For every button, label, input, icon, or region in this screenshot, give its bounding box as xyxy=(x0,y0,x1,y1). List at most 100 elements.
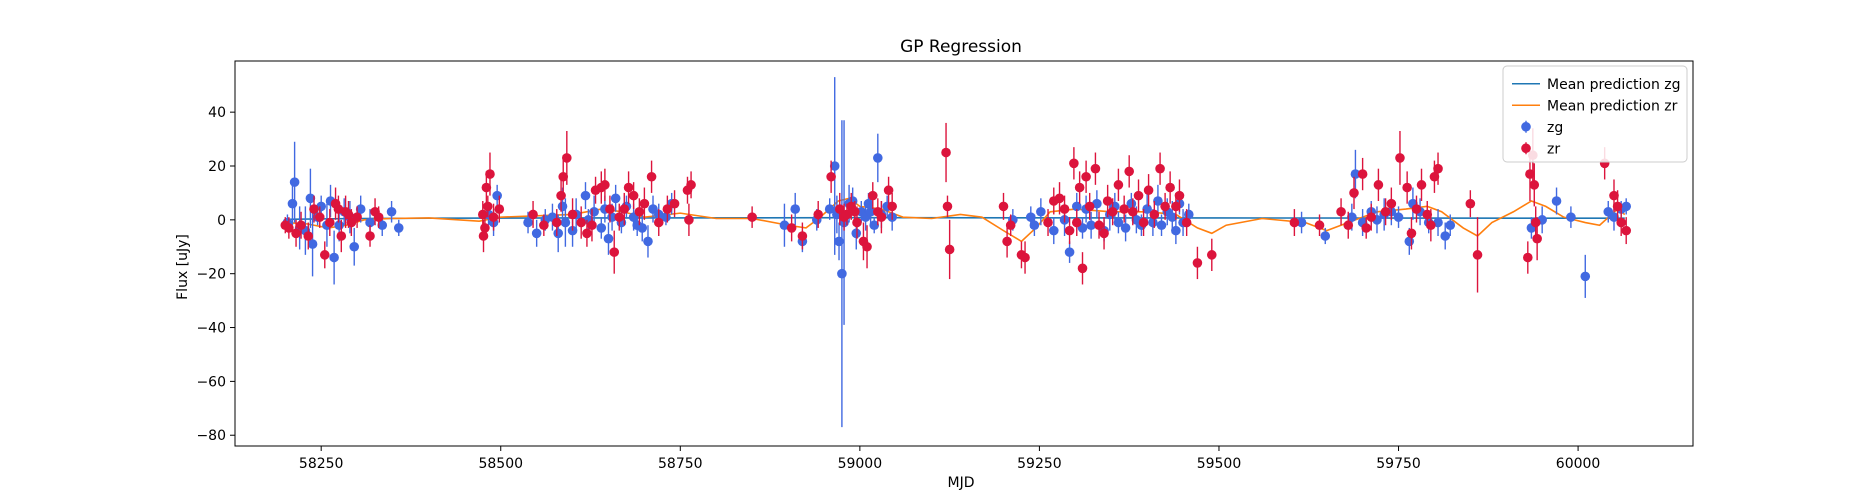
data-point-zr-65 xyxy=(852,217,862,228)
data-point-zg-126 xyxy=(1609,212,1619,222)
data-point-zg-89 xyxy=(1120,223,1131,233)
data-point-zr-28 xyxy=(539,220,549,231)
data-point-zr-145 xyxy=(1621,225,1632,236)
data-point-zg-75 xyxy=(1029,220,1040,231)
y-tick-label-0: 0 xyxy=(217,213,226,229)
data-point-zr-129 xyxy=(1422,209,1433,220)
data-point-zr-19 xyxy=(477,209,488,220)
plot-area xyxy=(280,77,1632,428)
data-point-zr-60 xyxy=(834,204,845,214)
data-point-zr-113 xyxy=(1289,217,1300,228)
chart-title: GP Regression xyxy=(900,37,1022,57)
data-point-zg-12 xyxy=(334,220,344,231)
data-layer xyxy=(280,77,1632,428)
data-point-zg-105 xyxy=(1347,212,1357,222)
data-point-zg-23 xyxy=(492,190,502,201)
data-point-zr-7 xyxy=(319,250,330,260)
y-tick-label--60: −60 xyxy=(196,374,226,390)
data-point-zr-116 xyxy=(1343,220,1354,231)
data-point-zr-3 xyxy=(296,220,306,231)
data-point-zg-123 xyxy=(1566,212,1576,222)
data-point-zg-38 xyxy=(603,233,614,244)
legend: Mean prediction zg Mean prediction zr zg zr xyxy=(1502,65,1688,163)
data-point-zr-77 xyxy=(1002,236,1012,247)
data-point-zg-69 xyxy=(873,153,883,163)
data-point-zr-107 xyxy=(1165,182,1175,193)
data-point-zr-84 xyxy=(1059,204,1070,214)
data-point-zr-1 xyxy=(284,223,294,233)
data-point-zg-102 xyxy=(1184,209,1194,220)
data-point-zr-100 xyxy=(1127,206,1138,217)
data-point-zr-57 xyxy=(797,231,808,241)
data-point-zr-30 xyxy=(556,190,566,201)
data-point-zg-19 xyxy=(386,206,397,217)
data-point-zg-90 xyxy=(1126,198,1137,209)
data-point-zr-133 xyxy=(1465,198,1476,209)
y-tick-label-40: 40 xyxy=(208,105,226,121)
legend-box xyxy=(1502,65,1688,163)
data-point-zg-96 xyxy=(1156,220,1167,231)
legend-marker-3 xyxy=(1521,143,1531,154)
data-point-zg-106 xyxy=(1350,169,1361,179)
data-point-zg-5 xyxy=(305,193,316,204)
x-tick-label-59250: 59250 xyxy=(1017,456,1062,472)
data-point-zr-103 xyxy=(1143,185,1154,196)
data-point-zr-20 xyxy=(478,231,489,241)
data-point-zg-118 xyxy=(1440,231,1451,241)
data-point-zg-16 xyxy=(355,204,366,214)
axes: 58250 58500 58750 59000 59250 59500 59750 60000… xyxy=(196,60,1694,472)
data-point-zr-112 xyxy=(1206,250,1217,260)
data-point-zr-48 xyxy=(646,171,657,182)
data-point-zg-49 xyxy=(661,212,671,222)
data-point-zg-77 xyxy=(1048,225,1059,236)
data-point-zg-46 xyxy=(643,236,653,247)
data-point-zg-95 xyxy=(1153,196,1163,206)
data-point-zr-102 xyxy=(1138,217,1149,228)
data-point-zr-87 xyxy=(1071,217,1082,228)
data-point-zr-128 xyxy=(1416,180,1427,190)
data-point-zg-88 xyxy=(1113,217,1124,228)
data-point-zr-124 xyxy=(1395,153,1405,163)
data-point-zr-119 xyxy=(1361,223,1372,233)
data-point-zr-6 xyxy=(314,212,325,222)
data-point-zr-140 xyxy=(1532,233,1542,244)
data-point-zr-31 xyxy=(558,171,569,182)
data-point-zr-93 xyxy=(1094,220,1104,231)
y-tick-label--40: −40 xyxy=(196,321,226,337)
data-point-zg-128 xyxy=(1621,201,1632,212)
data-point-zg-68 xyxy=(869,220,880,231)
data-point-zr-22 xyxy=(481,182,492,193)
y-axis-label: Flux [uJy] xyxy=(175,234,191,300)
data-point-zr-74 xyxy=(942,201,953,212)
data-point-zr-86 xyxy=(1069,158,1079,169)
data-point-zr-127 xyxy=(1411,204,1422,214)
data-point-zr-134 xyxy=(1472,250,1483,260)
data-point-zg-93 xyxy=(1142,204,1152,214)
data-point-zr-43 xyxy=(619,204,630,214)
data-point-zr-16 xyxy=(365,231,375,241)
data-point-zr-122 xyxy=(1380,206,1391,217)
data-point-zr-54 xyxy=(686,180,696,190)
data-point-zg-25 xyxy=(531,228,542,239)
data-point-zg-79 xyxy=(1064,247,1075,257)
data-point-zr-29 xyxy=(551,217,562,228)
data-point-zr-81 xyxy=(1043,217,1053,228)
x-tick-label-58250: 58250 xyxy=(299,456,344,472)
legend-label-2: zg xyxy=(1547,120,1563,136)
data-point-zr-42 xyxy=(614,212,625,222)
data-point-zg-1 xyxy=(287,198,298,209)
data-point-zr-98 xyxy=(1119,204,1129,214)
data-point-zg-36 xyxy=(596,223,607,233)
data-point-zr-92 xyxy=(1090,163,1101,174)
data-point-zr-143 xyxy=(1612,201,1623,212)
data-point-zr-71 xyxy=(883,185,894,196)
data-point-zg-15 xyxy=(349,241,360,252)
data-point-zg-63 xyxy=(851,228,862,239)
data-point-zr-46 xyxy=(634,206,645,217)
data-point-zr-114 xyxy=(1314,220,1325,231)
data-point-zr-135 xyxy=(1523,252,1533,263)
data-point-zr-59 xyxy=(826,171,836,182)
data-point-zr-23 xyxy=(483,201,493,212)
x-tick-label-58500: 58500 xyxy=(478,456,523,472)
